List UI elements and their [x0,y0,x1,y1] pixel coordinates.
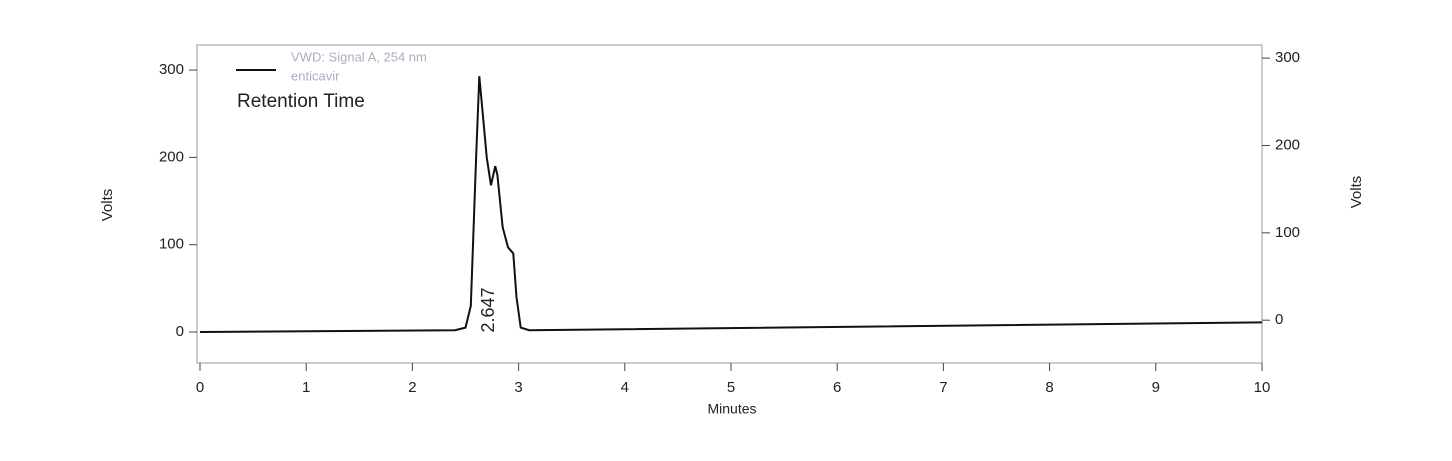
x-tick-label: 10 [1254,379,1271,396]
x-tick-label: 9 [1152,379,1160,396]
signal-line [199,76,1263,334]
y-tick-label: 100 [159,236,184,253]
x-tick-label: 2 [408,379,416,396]
x-tick-label: 1 [302,379,310,396]
y2-tick-label: 200 [1275,136,1300,153]
y2-tick-label: 300 [1275,49,1300,66]
y-tick-label: 200 [159,148,184,165]
x-tick-label: 3 [514,379,522,396]
x-axis-label: Minutes [707,401,756,417]
peak-label: 2.647 [478,287,498,332]
plot-frame [196,44,1263,364]
y2-tick-label: 100 [1275,224,1300,241]
y-tick-label: 0 [176,323,184,340]
y-axis-label: Volts [99,189,116,222]
y2-axis-label: Volts [1348,176,1365,209]
x-tick-label: 7 [939,379,947,396]
legend-sublabel: enticavir [291,68,340,83]
x-tick-label: 4 [621,379,629,396]
x-tick-label: 6 [833,379,841,396]
y2-tick-label: 0 [1275,311,1283,328]
x-tick-label: 5 [727,379,735,396]
y-tick-label: 300 [159,61,184,78]
x-tick-label: 8 [1045,379,1053,396]
x-tick-label: 0 [196,379,204,396]
legend-label: VWD: Signal A, 254 nm [291,49,427,64]
legend-text: Retention Time [237,91,365,112]
